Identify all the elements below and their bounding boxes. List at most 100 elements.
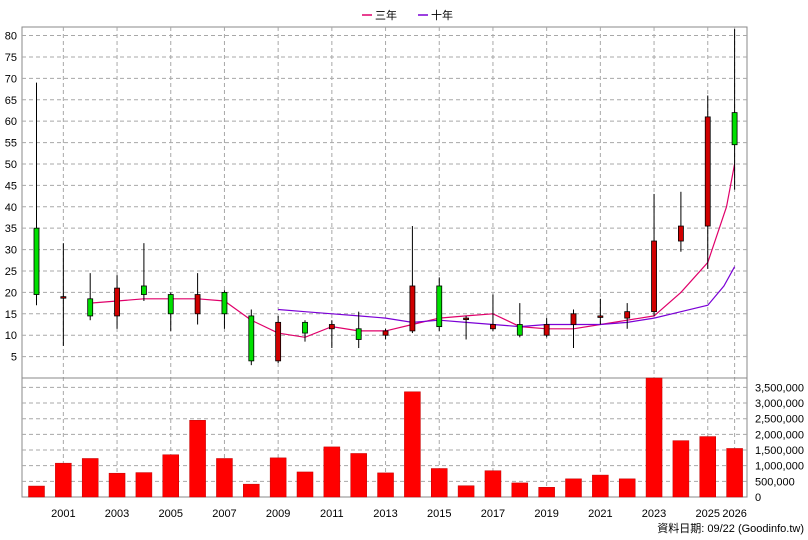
x-tick-label-2017: 2017 <box>481 508 505 520</box>
price-tick-label-14: 75 <box>5 52 17 64</box>
volume-bar-2019 <box>538 487 555 498</box>
candle-2004 <box>140 243 147 301</box>
volume-bar-2006 <box>189 420 206 498</box>
price-tick-label-5: 30 <box>5 245 17 257</box>
volume-bar-2002 <box>81 458 99 498</box>
volume-bar-2000 <box>28 485 45 498</box>
candlesticks <box>33 29 738 366</box>
chart-legend: 三年 十年 <box>362 8 453 22</box>
x-tick-label-2011: 2011 <box>320 508 344 520</box>
volume-grid: 0 500,000 1,000,000 1,500,000 2,000,000 2,500… <box>21 377 804 504</box>
candle-2012 <box>355 311 362 349</box>
volume-bar-2024 <box>672 440 690 498</box>
volume-bar-2007 <box>216 458 233 498</box>
volume-tick-label-7: 3,500,000 <box>755 382 804 394</box>
candle-body-2013 <box>382 330 389 336</box>
candle-body-2007 <box>221 291 228 315</box>
volume-tick-label-4: 2,000,000 <box>755 429 804 441</box>
volume-bar-2011 <box>323 446 341 498</box>
volume-bar-2014 <box>404 391 421 498</box>
candle-body-2002 <box>87 298 94 317</box>
axes: 2001 2003 2005 2007 2009 2011 2013 2015 2017 2019… <box>51 508 747 520</box>
candle-2006 <box>194 273 201 325</box>
candle-body-2023 <box>651 240 657 313</box>
candle-body-2006 <box>194 294 201 315</box>
candle-2023 <box>651 193 657 316</box>
candle-body-2017 <box>490 324 496 330</box>
legend-label-1: 十年 <box>431 8 453 22</box>
price-tick-label-13: 70 <box>5 73 17 85</box>
candle-body-2014 <box>409 285 416 332</box>
candle-2003 <box>114 275 120 329</box>
volume-bar-2021 <box>592 474 609 498</box>
volume-tick-label-3: 1,500,000 <box>755 445 804 457</box>
candle-body-2021 <box>597 315 604 318</box>
candle-2018 <box>516 303 523 338</box>
candle-body-2004 <box>140 285 147 295</box>
volume-bar-2018 <box>511 482 529 498</box>
candle-body-2010 <box>302 321 308 334</box>
candle-body-2012 <box>355 328 362 340</box>
candle-2005 <box>167 292 174 331</box>
volume-tick-label-5: 2,500,000 <box>755 414 804 426</box>
price-tick-label-4: 25 <box>5 266 17 278</box>
volume-bar-2009 <box>269 457 287 498</box>
volume-tick-label-6: 3,000,000 <box>755 398 804 410</box>
price-tick-label-15: 80 <box>5 31 17 43</box>
price-tick-label-12: 65 <box>5 95 17 107</box>
candle-2017 <box>490 294 496 331</box>
candle-body-2015 <box>436 285 443 328</box>
x-tick-label-2013: 2013 <box>373 508 397 520</box>
x-tick-label-2005: 2005 <box>159 508 183 520</box>
price-tick-label-8: 45 <box>5 180 17 192</box>
candle-body-2024 <box>678 225 684 242</box>
candle-body-2020 <box>570 313 577 325</box>
candle-body-2025 <box>704 116 711 227</box>
candle-body-2018 <box>516 324 523 336</box>
candle-2025 <box>704 95 711 269</box>
volume-bar-2022 <box>618 478 636 498</box>
legend-label-0: 三年 <box>375 8 397 22</box>
candle-body-2000 <box>33 227 40 295</box>
candle-body-2009 <box>275 321 282 362</box>
x-tick-label-2023: 2023 <box>642 508 666 520</box>
x-tick-label-2015: 2015 <box>427 508 451 520</box>
candle-2021 <box>597 298 604 325</box>
candle-2001 <box>60 243 67 346</box>
volume-tick-label-2: 1,000,000 <box>755 461 804 473</box>
volume-bar-2023 <box>645 377 663 498</box>
candle-body-2003 <box>114 287 120 317</box>
price-grid: 5 10 15 20 25 30 35 40 45 50 55 60 65 70 75 80 <box>5 26 748 497</box>
volume-bar-2001 <box>55 462 72 498</box>
candle-2009 <box>275 315 282 364</box>
price-tick-label-10: 55 <box>5 138 17 150</box>
price-tick-label-7: 40 <box>5 202 17 214</box>
candle-2022 <box>624 303 631 329</box>
price-tick-label-0: 5 <box>11 352 17 364</box>
ma-10y-line <box>278 266 736 328</box>
volume-bar-2016 <box>457 485 475 498</box>
volume-bar-2012 <box>350 453 367 498</box>
candle-2026 <box>731 29 738 190</box>
volume-bar-2017 <box>484 470 502 498</box>
x-tick-label-2001: 2001 <box>51 508 75 520</box>
volume-tick-label-1: 500,000 <box>755 476 795 488</box>
price-tick-label-2: 15 <box>5 309 17 321</box>
volume-bar-2026 <box>726 448 743 498</box>
price-tick-label-11: 60 <box>5 116 17 128</box>
candle-body-2019 <box>543 324 550 336</box>
volume-bar-2003 <box>108 472 126 498</box>
x-tick-label-2021: 2021 <box>588 508 612 520</box>
candle-2002 <box>87 273 94 321</box>
candle-2016 <box>463 315 470 340</box>
volume-tick-label-0: 0 <box>755 492 761 504</box>
candle-body-2016 <box>463 317 470 320</box>
volume-bar-2025 <box>699 436 716 498</box>
volume-bar-2010 <box>296 471 314 498</box>
candle-2011 <box>328 320 335 349</box>
candle-body-2001 <box>60 296 67 299</box>
x-tick-label-2003: 2003 <box>105 508 129 520</box>
x-tick-label-2007: 2007 <box>212 508 236 520</box>
candle-2024 <box>678 191 684 252</box>
